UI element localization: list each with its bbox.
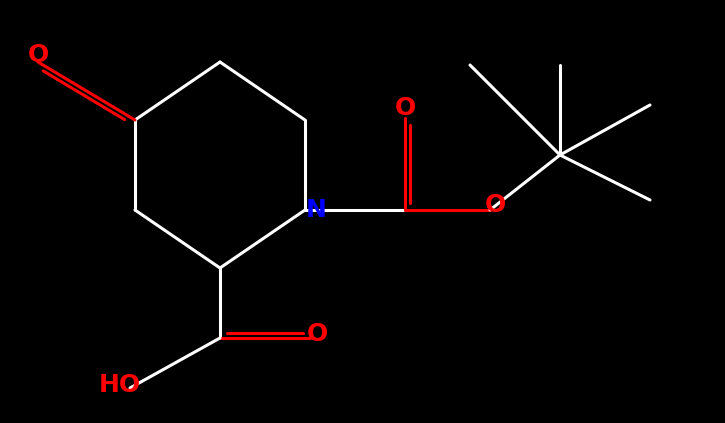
- Text: O: O: [394, 96, 415, 120]
- Text: HO: HO: [99, 373, 141, 397]
- Text: N: N: [305, 198, 326, 222]
- Text: O: O: [307, 322, 328, 346]
- Text: O: O: [28, 43, 49, 67]
- Text: O: O: [484, 193, 505, 217]
